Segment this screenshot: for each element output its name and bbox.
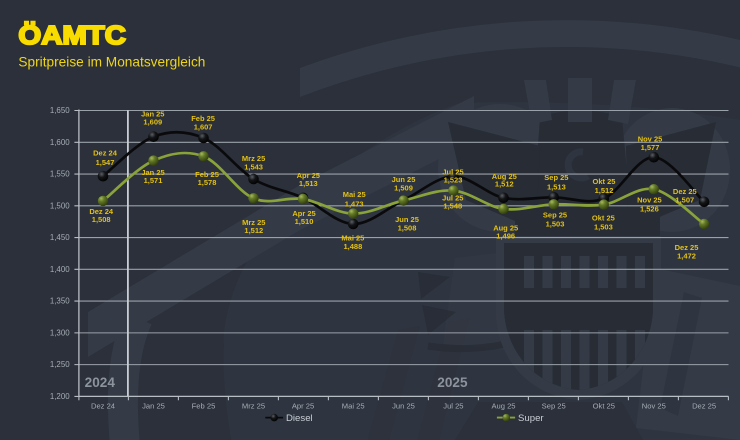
svg-text:Super: Super: [518, 413, 544, 424]
svg-text:Okt 25: Okt 25: [592, 214, 615, 223]
svg-text:1,500: 1,500: [50, 201, 70, 210]
svg-text:1,508: 1,508: [398, 224, 417, 233]
svg-text:1,526: 1,526: [640, 205, 659, 214]
svg-text:1,512: 1,512: [595, 186, 614, 195]
svg-text:Apr 25: Apr 25: [292, 209, 315, 218]
svg-text:Feb 25: Feb 25: [195, 170, 219, 179]
svg-text:Jun 25: Jun 25: [395, 215, 419, 224]
svg-text:1,503: 1,503: [546, 220, 565, 229]
svg-text:Jul 25: Jul 25: [442, 194, 463, 203]
svg-text:Mai 25: Mai 25: [343, 190, 366, 199]
svg-text:Nov 25: Nov 25: [638, 134, 663, 143]
svg-text:Spritpreise im Monatsvergleich: Spritpreise im Monatsvergleich: [18, 54, 205, 70]
svg-text:1,400: 1,400: [50, 265, 70, 274]
svg-text:1,547: 1,547: [96, 158, 115, 167]
svg-text:1,513: 1,513: [299, 179, 318, 188]
svg-text:1,507: 1,507: [675, 196, 694, 205]
svg-text:Mai 25: Mai 25: [341, 233, 364, 242]
svg-text:1,609: 1,609: [143, 118, 162, 127]
svg-text:1,496: 1,496: [496, 232, 515, 241]
svg-text:1,548: 1,548: [443, 202, 462, 211]
svg-text:1,512: 1,512: [244, 226, 263, 235]
svg-text:Dez 25: Dez 25: [692, 401, 716, 410]
svg-text:Feb 25: Feb 25: [191, 114, 215, 123]
svg-text:1,472: 1,472: [677, 252, 696, 261]
svg-text:Dez 25: Dez 25: [673, 187, 697, 196]
svg-text:Okt 25: Okt 25: [593, 401, 615, 410]
svg-text:Mai 25: Mai 25: [342, 401, 365, 410]
svg-text:1,509: 1,509: [394, 183, 413, 192]
svg-text:1,508: 1,508: [92, 215, 111, 224]
svg-text:1,550: 1,550: [50, 170, 70, 179]
svg-text:Diesel: Diesel: [286, 413, 313, 424]
svg-text:Dez 24: Dez 24: [91, 401, 115, 410]
svg-text:Nov 25: Nov 25: [642, 401, 666, 410]
svg-text:1,450: 1,450: [50, 233, 70, 242]
svg-text:1,473: 1,473: [345, 200, 364, 209]
svg-text:Jan 25: Jan 25: [142, 401, 165, 410]
svg-text:Nov 25: Nov 25: [637, 195, 662, 204]
svg-text:Sep 25: Sep 25: [544, 173, 568, 182]
svg-text:2025: 2025: [437, 375, 468, 390]
svg-text:ÖAMTC: ÖAMTC: [18, 21, 126, 50]
svg-text:1,350: 1,350: [50, 297, 70, 306]
svg-text:1,503: 1,503: [594, 223, 613, 232]
svg-text:Dez 25: Dez 25: [675, 243, 699, 252]
svg-text:1,650: 1,650: [50, 106, 70, 115]
svg-text:1,510: 1,510: [295, 217, 314, 226]
svg-text:Jun 25: Jun 25: [392, 175, 416, 184]
svg-text:Dez 24: Dez 24: [93, 148, 118, 157]
svg-text:2024: 2024: [85, 375, 116, 390]
svg-text:1,578: 1,578: [198, 178, 217, 187]
svg-text:Mrz 25: Mrz 25: [242, 401, 265, 410]
svg-text:1,523: 1,523: [444, 175, 463, 184]
svg-text:1,512: 1,512: [495, 179, 514, 188]
svg-text:1,607: 1,607: [194, 122, 213, 131]
svg-text:Aug 25: Aug 25: [491, 401, 515, 410]
svg-text:1,200: 1,200: [50, 392, 70, 401]
svg-text:Aug 25: Aug 25: [493, 224, 518, 233]
svg-text:1,571: 1,571: [144, 176, 163, 185]
svg-text:Feb 25: Feb 25: [192, 401, 216, 410]
svg-text:1,250: 1,250: [50, 360, 70, 369]
svg-text:Aug 25: Aug 25: [492, 172, 517, 181]
svg-text:Jul 25: Jul 25: [442, 168, 463, 177]
svg-text:Jun 25: Jun 25: [392, 401, 415, 410]
svg-text:Okt 25: Okt 25: [593, 177, 616, 186]
svg-text:Jul 25: Jul 25: [443, 401, 463, 410]
svg-text:1,488: 1,488: [344, 242, 363, 251]
svg-text:Jan 25: Jan 25: [141, 168, 164, 177]
svg-text:Mrz 25: Mrz 25: [242, 154, 265, 163]
svg-text:Apr 25: Apr 25: [297, 171, 320, 180]
svg-text:Dez 24: Dez 24: [89, 207, 114, 216]
svg-text:Sep 25: Sep 25: [542, 401, 566, 410]
svg-text:1,513: 1,513: [547, 182, 566, 191]
svg-text:1,543: 1,543: [244, 163, 263, 172]
svg-text:1,600: 1,600: [50, 138, 70, 147]
svg-text:Mrz 25: Mrz 25: [242, 218, 265, 227]
svg-text:Sep 25: Sep 25: [543, 211, 567, 220]
svg-text:1,300: 1,300: [50, 329, 70, 338]
svg-text:Jan 25: Jan 25: [141, 110, 164, 119]
svg-text:Apr 25: Apr 25: [292, 401, 314, 410]
svg-text:1,577: 1,577: [641, 143, 660, 152]
